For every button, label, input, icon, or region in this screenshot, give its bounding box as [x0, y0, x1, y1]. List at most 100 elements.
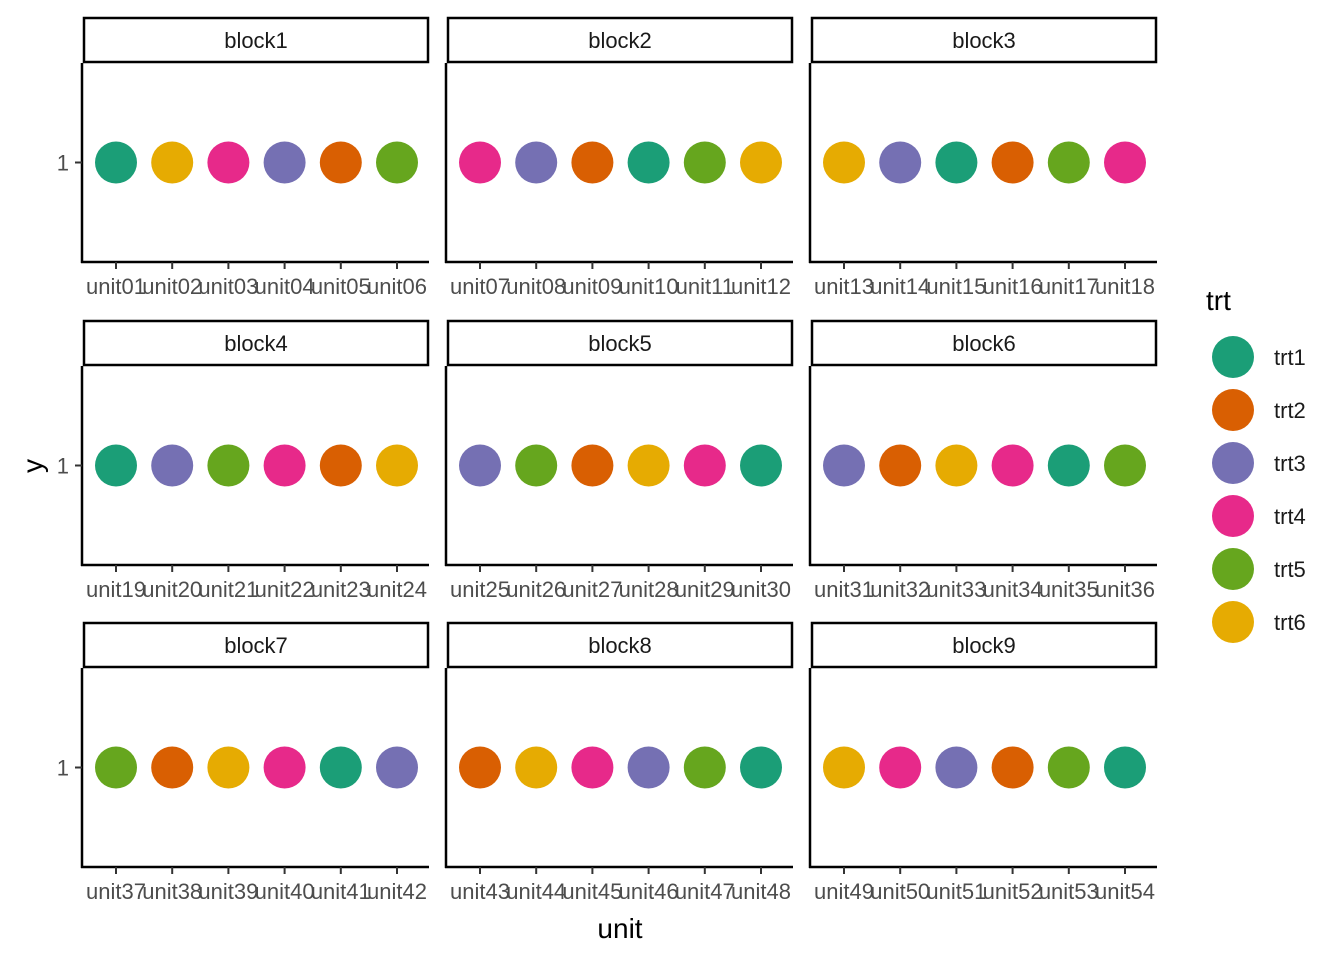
point-unit25-trt3 — [459, 444, 501, 487]
point-unit40-trt4 — [263, 746, 306, 789]
x-tick-label-unit28: unit28 — [619, 577, 679, 602]
facet-strip-label: block6 — [952, 331, 1016, 356]
point-unit31-trt3 — [823, 444, 865, 487]
point-unit21-trt5 — [207, 444, 250, 487]
facet-strip — [810, 621, 1158, 669]
point-unit16-trt2 — [991, 141, 1034, 184]
facet-panel-block2: block2 unit07unit08unit09unit10unit11unit… — [444, 16, 794, 299]
x-tick-label-unit45: unit45 — [562, 879, 622, 904]
legend-key-trt3 — [1212, 442, 1254, 484]
point-unit14-trt3 — [879, 141, 922, 184]
x-tick-label-unit08: unit08 — [506, 274, 566, 299]
facet-panel-block7: block7 1 unit37unit38unit39unit40unit41uni… — [57, 621, 430, 904]
point-unit52-trt2 — [991, 746, 1034, 789]
point-unit28-trt6 — [627, 444, 670, 487]
x-tick-label-unit13: unit13 — [814, 274, 874, 299]
x-tick-label-unit11: unit11 — [676, 274, 734, 299]
x-tick-label-unit15: unit15 — [926, 274, 986, 299]
point-unit37-trt5 — [95, 746, 137, 789]
x-tick-label-unit53: unit53 — [1039, 879, 1099, 904]
x-tick-label-unit43: unit43 — [450, 879, 510, 904]
facet-panel-block9: block9 unit49unit50unit51unit52unit53unit… — [808, 621, 1158, 904]
point-unit03-trt4 — [207, 141, 250, 184]
facet-strip-label: block4 — [224, 331, 288, 356]
facet-strip — [810, 16, 1158, 64]
facet-strip — [82, 319, 430, 367]
legend-entry-trt3: trt3 — [1212, 442, 1306, 484]
x-tick-label-unit10: unit10 — [619, 274, 679, 299]
x-tick-label-unit09: unit09 — [562, 274, 622, 299]
point-unit15-trt1 — [935, 141, 978, 184]
x-tick-label-unit32: unit32 — [870, 577, 930, 602]
x-tick-label-unit17: unit17 — [1039, 274, 1099, 299]
x-tick-label-unit36: unit36 — [1095, 577, 1155, 602]
legend-label-trt5: trt5 — [1274, 557, 1306, 582]
x-tick-label-unit52: unit52 — [983, 879, 1043, 904]
point-unit17-trt5 — [1047, 141, 1090, 184]
point-unit50-trt4 — [879, 746, 922, 789]
legend-entry-trt2: trt2 — [1212, 389, 1306, 431]
point-unit19-trt1 — [95, 444, 137, 487]
legend-key-trt2 — [1212, 389, 1254, 431]
x-tick-label-unit23: unit23 — [311, 577, 371, 602]
x-tick-label-unit20: unit20 — [142, 577, 202, 602]
facet-strip-label: block9 — [952, 633, 1016, 658]
point-unit22-trt4 — [263, 444, 306, 487]
facet-panels: block11unit01unit02unit03unit04unit05uni… — [57, 16, 1158, 904]
legend-label-trt2: trt2 — [1274, 398, 1306, 423]
x-tick-label-unit41: unit41 — [311, 879, 371, 904]
x-tick-label-unit31: unit31 — [814, 577, 874, 602]
x-tick-label-unit37: unit37 — [86, 879, 146, 904]
facet-strip-label: block3 — [952, 28, 1016, 53]
point-unit07-trt4 — [459, 141, 501, 184]
x-tick-label-unit50: unit50 — [870, 879, 930, 904]
point-unit06-trt5 — [376, 141, 418, 184]
legend-label-trt1: trt1 — [1274, 345, 1306, 370]
point-unit49-trt6 — [823, 746, 865, 789]
x-tick-label-unit01: unit01 — [86, 274, 146, 299]
facet-strip-label: block8 — [588, 633, 652, 658]
x-tick-label-unit14: unit14 — [870, 274, 930, 299]
point-unit12-trt6 — [740, 141, 782, 184]
y-tick-label: 1 — [57, 756, 69, 781]
point-unit23-trt2 — [319, 444, 362, 487]
y-tick-label: 1 — [57, 151, 69, 176]
legend-entry-trt6: trt6 — [1212, 601, 1306, 643]
point-unit11-trt5 — [683, 141, 726, 184]
point-unit51-trt3 — [935, 746, 978, 789]
legend-key-trt1 — [1212, 336, 1254, 378]
facet-panel-block3: block3 unit13unit14unit15unit16unit17unit… — [808, 16, 1158, 299]
legend-label-trt4: trt4 — [1274, 504, 1306, 529]
x-tick-label-unit30: unit30 — [731, 577, 791, 602]
x-tick-label-unit44: unit44 — [506, 879, 566, 904]
point-unit42-trt3 — [376, 746, 418, 789]
x-tick-label-unit25: unit25 — [450, 577, 510, 602]
x-tick-label-unit48: unit48 — [731, 879, 791, 904]
facet-strip-label: block1 — [224, 28, 288, 53]
x-tick-label-unit35: unit35 — [1039, 577, 1099, 602]
point-unit33-trt6 — [935, 444, 978, 487]
point-unit02-trt6 — [151, 141, 194, 184]
x-tick-label-unit29: unit29 — [675, 577, 735, 602]
point-unit05-trt2 — [319, 141, 362, 184]
point-unit46-trt3 — [627, 746, 670, 789]
facet-panel-block8: block8 unit43unit44unit45unit46unit47unit… — [444, 621, 794, 904]
x-tick-label-unit54: unit54 — [1095, 879, 1155, 904]
x-tick-label-unit21: unit21 — [198, 577, 258, 602]
x-tick-label-unit38: unit38 — [142, 879, 202, 904]
y-tick-label: 1 — [57, 454, 69, 479]
point-unit48-trt1 — [740, 746, 782, 789]
facet-panel-block1: block1 1 unit01unit02unit03unit04unit05uni… — [57, 16, 430, 299]
x-tick-label-unit49: unit49 — [814, 879, 874, 904]
legend-label-trt6: trt6 — [1274, 610, 1306, 635]
point-unit45-trt4 — [571, 746, 614, 789]
point-unit38-trt2 — [151, 746, 194, 789]
legend-entry-trt4: trt4 — [1212, 495, 1306, 537]
facet-strip — [446, 16, 794, 64]
legend: trt trt1 trt2 trt3 trt4 trt5 trt6 — [1206, 285, 1306, 643]
point-unit24-trt6 — [376, 444, 418, 487]
point-unit41-trt1 — [319, 746, 362, 789]
x-tick-label-unit34: unit34 — [983, 577, 1043, 602]
x-tick-label-unit46: unit46 — [619, 879, 679, 904]
